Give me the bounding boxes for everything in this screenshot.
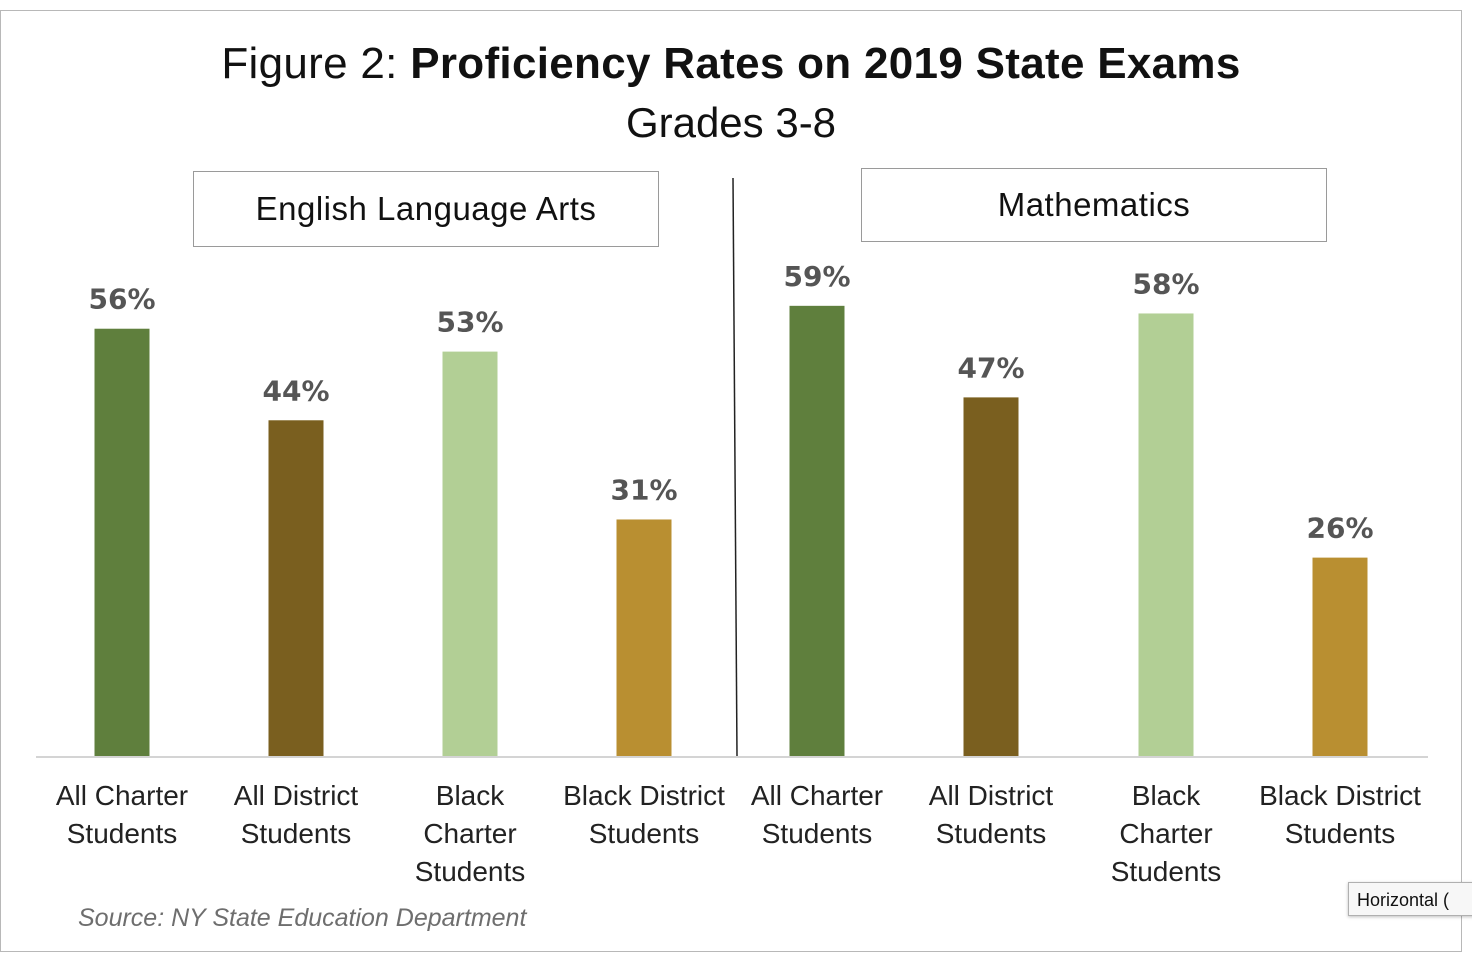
tick-label-ela-black-district: Black District Students bbox=[563, 780, 725, 849]
value-label-math-black-charter: 58% bbox=[1132, 267, 1199, 300]
value-label-ela-black-charter: 53% bbox=[436, 306, 503, 339]
bar-math-black-charter bbox=[1138, 313, 1194, 756]
panel-divider bbox=[732, 177, 738, 757]
value-label-math-all-charter: 59% bbox=[783, 260, 850, 293]
chart-frame bbox=[0, 10, 1462, 952]
value-label-math-all-district: 47% bbox=[957, 351, 1024, 384]
tick-label-line: Students bbox=[241, 818, 352, 849]
tick-label-math-all-district: All District Students bbox=[929, 780, 1054, 849]
chart-title: Figure 2: Proficiency Rates on 2019 Stat… bbox=[0, 34, 1462, 94]
tooltip: Horizontal ( bbox=[1348, 882, 1472, 916]
tick-label-ela-black-charter: Black Charter Students bbox=[415, 780, 526, 887]
tick-label-line: Students bbox=[762, 818, 873, 849]
tick-label-line: Students bbox=[936, 818, 1047, 849]
chart-title-main: Proficiency Rates on 2019 State Exams bbox=[410, 39, 1241, 88]
tick-label-math-black-charter: Black Charter Students bbox=[1111, 780, 1222, 887]
tick-label-line: All District bbox=[234, 780, 359, 811]
chart-title-block: Figure 2: Proficiency Rates on 2019 Stat… bbox=[0, 34, 1462, 152]
tick-label-line: Students bbox=[1285, 818, 1396, 849]
value-label-ela-all-district: 44% bbox=[262, 374, 329, 407]
chart-subtitle: Grades 3-8 bbox=[625, 99, 837, 146]
tick-label-line: All Charter bbox=[56, 780, 188, 811]
bar-ela-black-district bbox=[616, 519, 672, 756]
bar-math-black-district bbox=[1312, 557, 1368, 756]
tick-label-math-all-charter: All Charter Students bbox=[751, 780, 883, 849]
tick-label-line: Black bbox=[436, 780, 505, 811]
tick-label-line: Charter bbox=[423, 818, 516, 849]
bar-math-all-charter bbox=[789, 305, 845, 756]
panel-label-mathematics: Mathematics bbox=[861, 168, 1327, 242]
tick-label-line: Students bbox=[415, 856, 526, 887]
tick-label-math-black-district: Black District Students bbox=[1259, 780, 1421, 849]
bars-layer bbox=[94, 305, 1368, 756]
tick-label-line: Charter bbox=[1119, 818, 1212, 849]
value-label-ela-all-charter: 56% bbox=[88, 283, 155, 316]
tick-label-line: Students bbox=[589, 818, 700, 849]
tick-label-line: Students bbox=[1111, 856, 1222, 887]
value-label-ela-black-district: 31% bbox=[610, 473, 677, 506]
tick-label-line: All District bbox=[929, 780, 1054, 811]
bar-math-all-district bbox=[963, 397, 1019, 756]
tick-label-ela-all-district: All District Students bbox=[234, 780, 359, 849]
tick-label-line: Black bbox=[1132, 780, 1201, 811]
tick-label-line: Black District bbox=[1259, 780, 1421, 811]
value-label-math-black-district: 26% bbox=[1306, 512, 1373, 545]
chart-title-prefix: Figure 2: bbox=[221, 39, 411, 88]
labels-layer: 56% All Charter Students 44% All District Stu… bbox=[56, 260, 1421, 887]
axis-layer bbox=[36, 177, 1428, 758]
bar-ela-black-charter bbox=[442, 351, 498, 756]
tick-label-line: Students bbox=[67, 818, 178, 849]
tick-label-line: Black District bbox=[563, 780, 725, 811]
tick-label-line: All Charter bbox=[751, 780, 883, 811]
panel-label-english-language-arts: English Language Arts bbox=[193, 171, 659, 247]
source-note: Source: NY State Education Department bbox=[78, 904, 527, 932]
bar-ela-all-district bbox=[268, 420, 324, 756]
bar-ela-all-charter bbox=[94, 328, 150, 756]
tick-label-ela-all-charter: All Charter Students bbox=[56, 780, 188, 849]
